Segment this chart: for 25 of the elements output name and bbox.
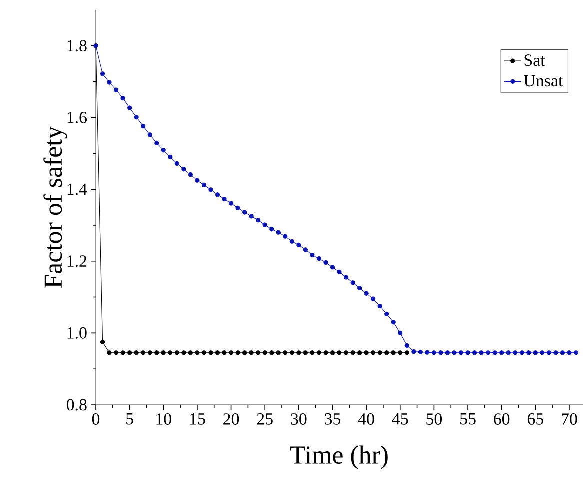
x-tick-label: 60 <box>494 414 510 425</box>
x-tick-label: 0 <box>92 414 100 425</box>
y-tick-label: 1.2 <box>68 256 87 268</box>
x-tick-label: 70 <box>562 414 578 425</box>
x-tick-label: 10 <box>156 414 172 425</box>
x-tick-label: 35 <box>325 414 341 425</box>
x-tick-label: 40 <box>358 414 374 425</box>
y-tick-label: 1.8 <box>68 40 87 52</box>
y-tick-label: 1.0 <box>68 327 87 339</box>
x-tick-label: 45 <box>392 414 408 425</box>
legend-label: Unsat <box>524 75 564 87</box>
x-tick-label: 15 <box>190 414 206 425</box>
legend-label: Sat <box>524 54 546 66</box>
x-tick-label: 55 <box>460 414 476 425</box>
x-tick-label: 20 <box>224 414 240 425</box>
y-axis-title: Factor of safety <box>44 126 68 288</box>
y-tick-label: 0.8 <box>66 399 87 411</box>
x-tick-label: 25 <box>257 414 273 425</box>
x-axis-title: Time (hr) <box>290 446 388 470</box>
x-tick-label: 30 <box>291 414 307 425</box>
x-tick-label: 5 <box>126 414 134 425</box>
y-tick-label: 1.4 <box>68 184 88 196</box>
x-tick-label: 50 <box>426 414 442 425</box>
y-tick-label: 1.6 <box>68 112 87 124</box>
x-tick-label: 65 <box>528 414 544 425</box>
